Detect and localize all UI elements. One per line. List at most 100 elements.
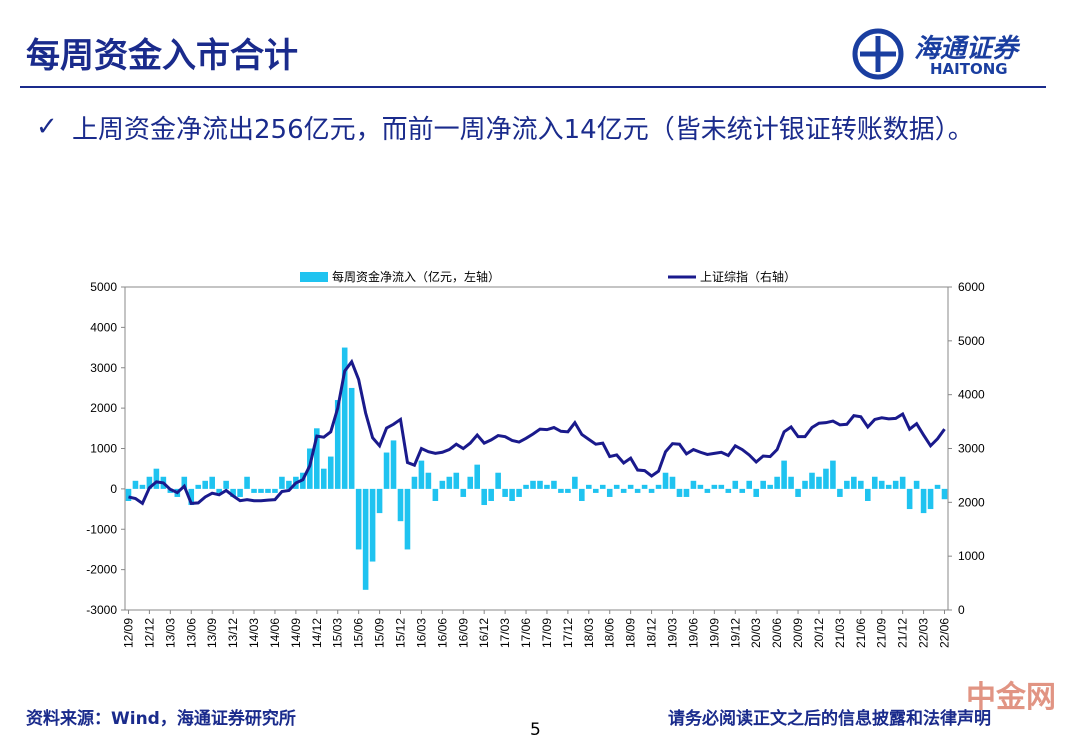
y2-tick-label: 3000 <box>958 442 985 456</box>
bar <box>586 484 592 489</box>
bar <box>795 488 801 497</box>
bar <box>432 488 439 501</box>
bar <box>816 476 822 489</box>
bar <box>627 484 634 489</box>
x-tick-label: 14/09 <box>289 618 303 648</box>
plot-frame <box>124 286 949 611</box>
bar <box>725 488 732 493</box>
y-tick-label: 0 <box>110 482 117 496</box>
y-tick-label: 3000 <box>90 361 117 375</box>
bar <box>788 476 794 489</box>
logo-icon <box>852 28 904 80</box>
bar <box>941 488 948 500</box>
x-tick-label: 15/09 <box>373 618 387 648</box>
bar <box>718 484 725 489</box>
bar <box>767 484 773 489</box>
bar <box>830 460 836 489</box>
x-tick-label: 22/03 <box>917 618 931 648</box>
bar <box>341 347 348 489</box>
y2-tick-label: 4000 <box>958 388 985 402</box>
bar <box>781 460 787 489</box>
bar <box>662 472 669 489</box>
y2-tick-label: 6000 <box>958 280 985 294</box>
bar <box>892 480 899 489</box>
bar <box>565 488 571 493</box>
bar <box>927 488 934 510</box>
bar <box>837 488 843 497</box>
bar <box>551 480 557 489</box>
bar <box>265 488 271 493</box>
bar <box>676 488 683 497</box>
bar <box>592 488 599 493</box>
bar <box>237 488 243 497</box>
rule <box>20 86 1046 88</box>
bar <box>683 488 690 497</box>
bar <box>209 476 215 489</box>
bar <box>516 488 522 497</box>
y-tick-label: 4000 <box>90 320 117 334</box>
bar <box>711 484 718 489</box>
bar <box>851 476 857 489</box>
bar <box>739 488 746 493</box>
y-tick-label: -3000 <box>86 603 117 617</box>
bar <box>655 484 662 489</box>
bar <box>690 480 697 489</box>
bar <box>760 480 766 489</box>
bar <box>669 476 676 489</box>
bar <box>697 484 704 489</box>
bar <box>871 476 878 489</box>
bar <box>613 484 620 489</box>
x-tick-label: 13/06 <box>184 618 198 648</box>
bar <box>439 480 446 489</box>
bar <box>369 488 376 562</box>
bar <box>537 480 543 489</box>
bar <box>286 480 292 489</box>
x-tick-label: 19/03 <box>666 618 680 648</box>
bar <box>453 472 460 489</box>
page-number: 5 <box>530 720 541 740</box>
y-tick-label: 2000 <box>90 401 117 415</box>
x-tick-label: 19/12 <box>728 618 742 648</box>
y2-tick-label: 5000 <box>958 334 985 348</box>
x-tick-label: 15/03 <box>331 618 345 648</box>
x-tick-label: 16/12 <box>477 618 491 648</box>
x-tick-label: 18/03 <box>582 618 596 648</box>
bar <box>641 484 648 489</box>
watermark: 中金网 <box>966 680 1056 715</box>
logo-cn: 海通证券 <box>914 34 1019 64</box>
bar <box>906 488 913 510</box>
x-tick-label: 21/03 <box>833 618 847 648</box>
legend-swatch <box>300 272 328 282</box>
bar <box>272 488 278 493</box>
x-tick-label: 16/06 <box>435 618 449 648</box>
bar <box>390 440 397 489</box>
x-tick-label: 13/12 <box>226 618 240 648</box>
bar <box>732 480 739 489</box>
bar <box>704 488 711 493</box>
x-tick-label: 19/06 <box>686 618 700 648</box>
bar <box>913 480 920 489</box>
bar <box>153 468 160 489</box>
bar <box>244 476 250 489</box>
bar <box>474 464 481 489</box>
x-tick-label: 15/06 <box>352 618 366 648</box>
y-tick-label: 1000 <box>90 442 117 456</box>
bar <box>181 476 188 489</box>
bar <box>495 472 501 489</box>
bar <box>320 468 327 489</box>
line <box>128 358 946 506</box>
bar <box>251 488 257 493</box>
x-tick-label: 17/12 <box>561 618 575 648</box>
bar <box>418 460 425 489</box>
bar <box>634 488 641 493</box>
check: ✓ <box>36 112 58 142</box>
source: 资料来源：Wind，海通证券研究所 <box>26 709 296 729</box>
bar <box>195 484 202 489</box>
bar <box>446 476 453 489</box>
x-tick-label: 18/06 <box>603 618 617 648</box>
legend-label: 上证综指（右轴） <box>700 269 796 284</box>
bar <box>502 488 508 497</box>
bar <box>774 476 780 489</box>
x-tick-label: 20/12 <box>812 618 826 648</box>
